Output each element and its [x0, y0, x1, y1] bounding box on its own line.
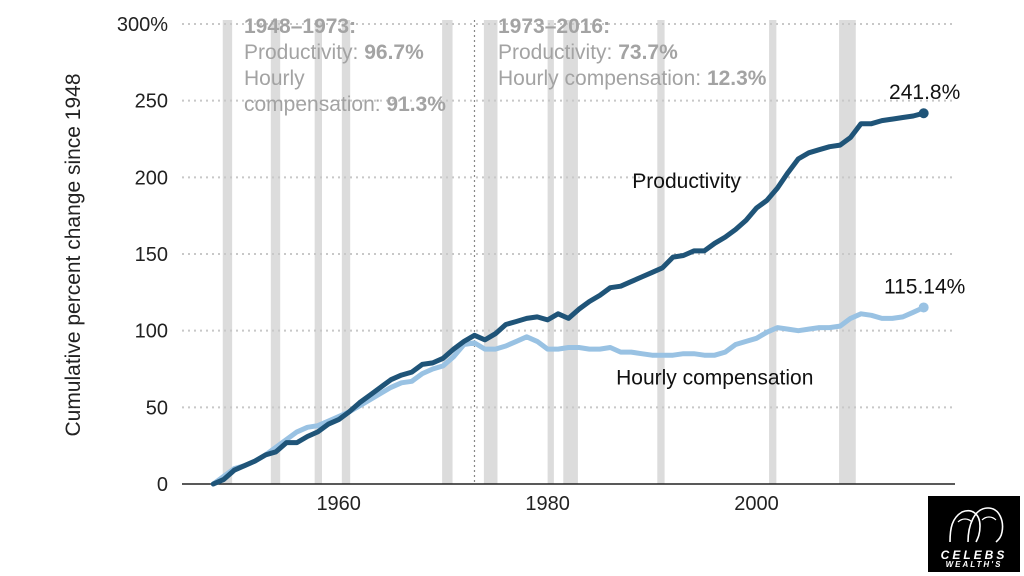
recession-band — [769, 20, 777, 484]
recession-band — [547, 20, 554, 484]
recession-band — [839, 20, 856, 484]
series-name-label: Hourly compensation — [616, 366, 813, 389]
x-tick-label: 1980 — [525, 493, 570, 515]
y-tick-label: 150 — [135, 244, 168, 266]
celebs-wealths-logo: CELEBS WEALTH'S — [928, 496, 1020, 572]
annotation-label: Hourly — [244, 67, 305, 90]
series-name-label: Productivity — [632, 170, 741, 193]
series-group — [210, 108, 929, 487]
x-tick-label: 1960 — [316, 493, 361, 515]
recession-band — [563, 20, 578, 484]
recession-band — [483, 20, 498, 484]
series-line-productivity — [210, 110, 927, 487]
series-end-label: 115.14% — [884, 275, 965, 298]
y-axis-label: Cumulative percent change since 1948 — [62, 73, 85, 436]
series-end-label: 241.8% — [889, 81, 960, 104]
annotation-value: 96.7% — [364, 41, 424, 64]
annotation-line: Hourly — [244, 67, 305, 90]
y-tick-label: 250 — [135, 91, 168, 113]
annotation-line: Productivity: 73.7% — [498, 41, 678, 64]
annotation-value: 12.3% — [707, 67, 767, 90]
y-tick-label: 50 — [146, 397, 168, 419]
series-line-hourly-compensation — [210, 305, 927, 487]
y-axis-ticks: 0 50 100 150 200 250 300% — [117, 14, 168, 496]
recession-band — [314, 20, 322, 484]
x-tick-label: 2000 — [734, 493, 779, 515]
annotation-value: 91.3% — [386, 93, 446, 116]
period-annotation: 1973–2016: Productivity: 73.7% Hourly comp… — [498, 15, 767, 90]
annotation-title: 1973–2016: — [498, 15, 610, 38]
faces-icon — [949, 507, 1004, 543]
period-annotations: 1948–1973: Productivity: 96.7% Hourly compe… — [244, 15, 767, 116]
annotation-line: compensation: 91.3% — [244, 93, 446, 116]
recession-band — [341, 20, 351, 484]
series-end-point — [918, 108, 929, 119]
annotation-line: Hourly compensation: 12.3% — [498, 67, 767, 90]
recession-band — [270, 20, 281, 484]
annotation-label: Productivity: — [498, 41, 618, 64]
recession-band — [442, 20, 453, 484]
y-tick-label: 100 — [135, 321, 168, 343]
series-labels: Productivity 241.8% Hourly compensation 115… — [616, 81, 965, 389]
annotation-line: Productivity: 96.7% — [244, 41, 424, 64]
period-annotation: 1948–1973: Productivity: 96.7% Hourly compe… — [244, 15, 446, 116]
annotation-label: Hourly compensation: — [498, 67, 707, 90]
recession-band — [222, 20, 233, 484]
annotation-title: 1948–1973: — [244, 15, 356, 38]
x-axis-ticks: 1960 1980 2000 — [316, 493, 778, 515]
series-end-point — [918, 302, 929, 313]
recession-band — [657, 20, 665, 484]
annotation-label: compensation: — [244, 93, 386, 116]
y-tick-label: 0 — [157, 474, 168, 496]
annotation-value: 73.7% — [618, 41, 678, 64]
annotation-label: Productivity: — [244, 41, 364, 64]
recession-bands — [222, 20, 856, 484]
y-tick-label: 200 — [135, 167, 168, 189]
y-tick-label: 300% — [117, 14, 168, 36]
